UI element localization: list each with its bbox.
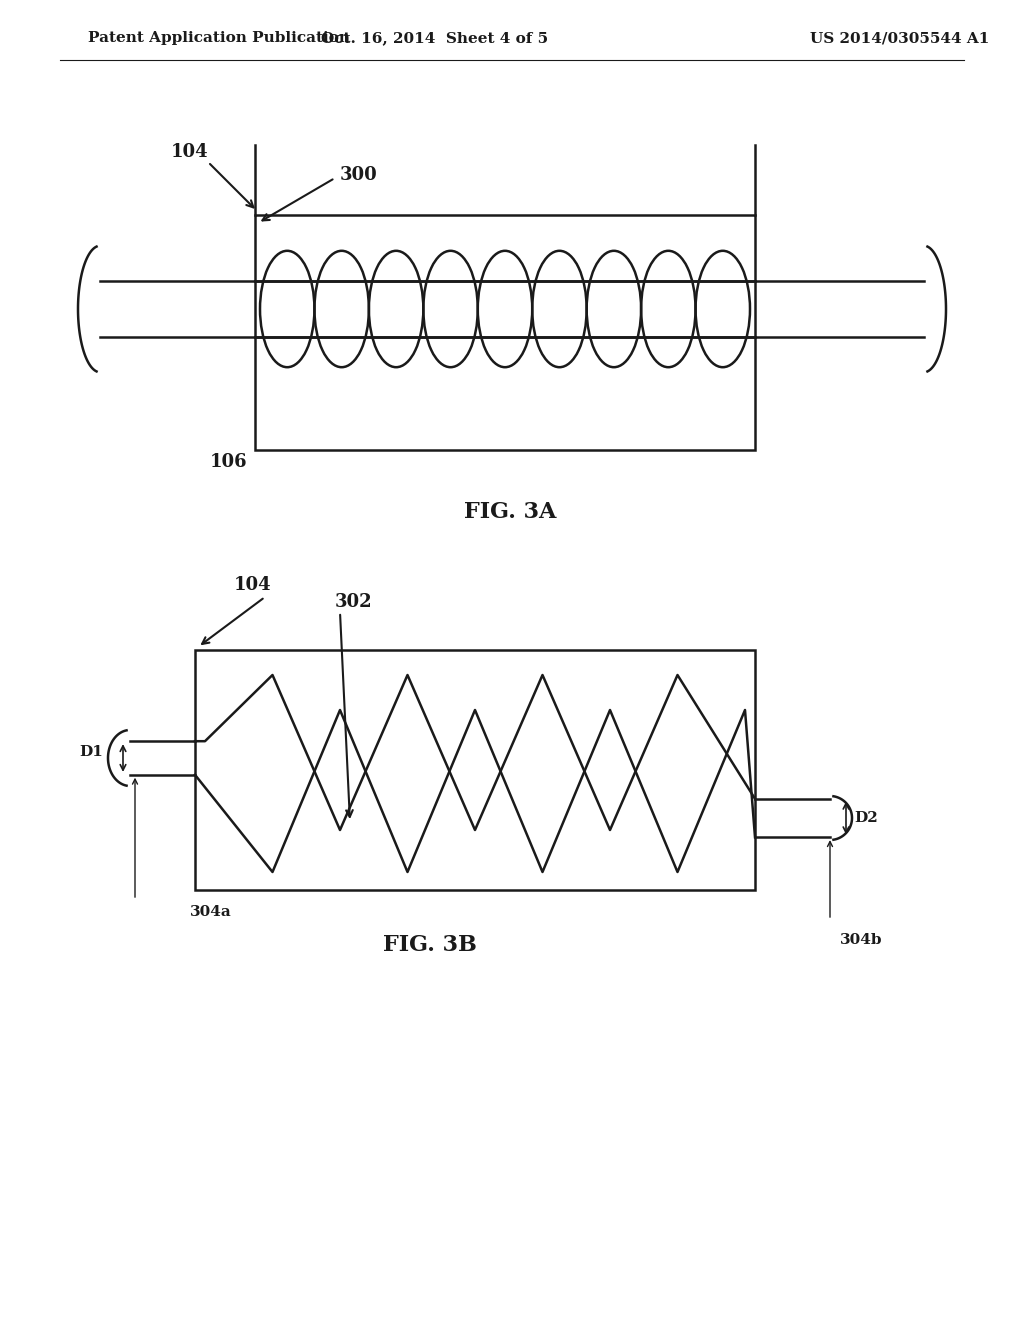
Text: 104: 104 [234, 576, 271, 594]
Text: 300: 300 [340, 166, 378, 183]
Text: US 2014/0305544 A1: US 2014/0305544 A1 [810, 30, 989, 45]
Text: 104: 104 [171, 143, 209, 161]
Bar [195, 649, 755, 890]
Bar [255, 215, 755, 450]
Text: D2: D2 [854, 810, 878, 825]
Text: Patent Application Publication: Patent Application Publication [88, 30, 350, 45]
Text: 304a: 304a [190, 906, 231, 919]
Text: 106: 106 [210, 453, 248, 471]
Text: FIG. 3A: FIG. 3A [464, 502, 556, 523]
Text: Oct. 16, 2014  Sheet 4 of 5: Oct. 16, 2014 Sheet 4 of 5 [322, 30, 549, 45]
Text: 302: 302 [335, 593, 373, 611]
Text: D1: D1 [79, 744, 103, 759]
Text: FIG. 3B: FIG. 3B [383, 935, 477, 956]
Text: 304b: 304b [840, 933, 883, 946]
